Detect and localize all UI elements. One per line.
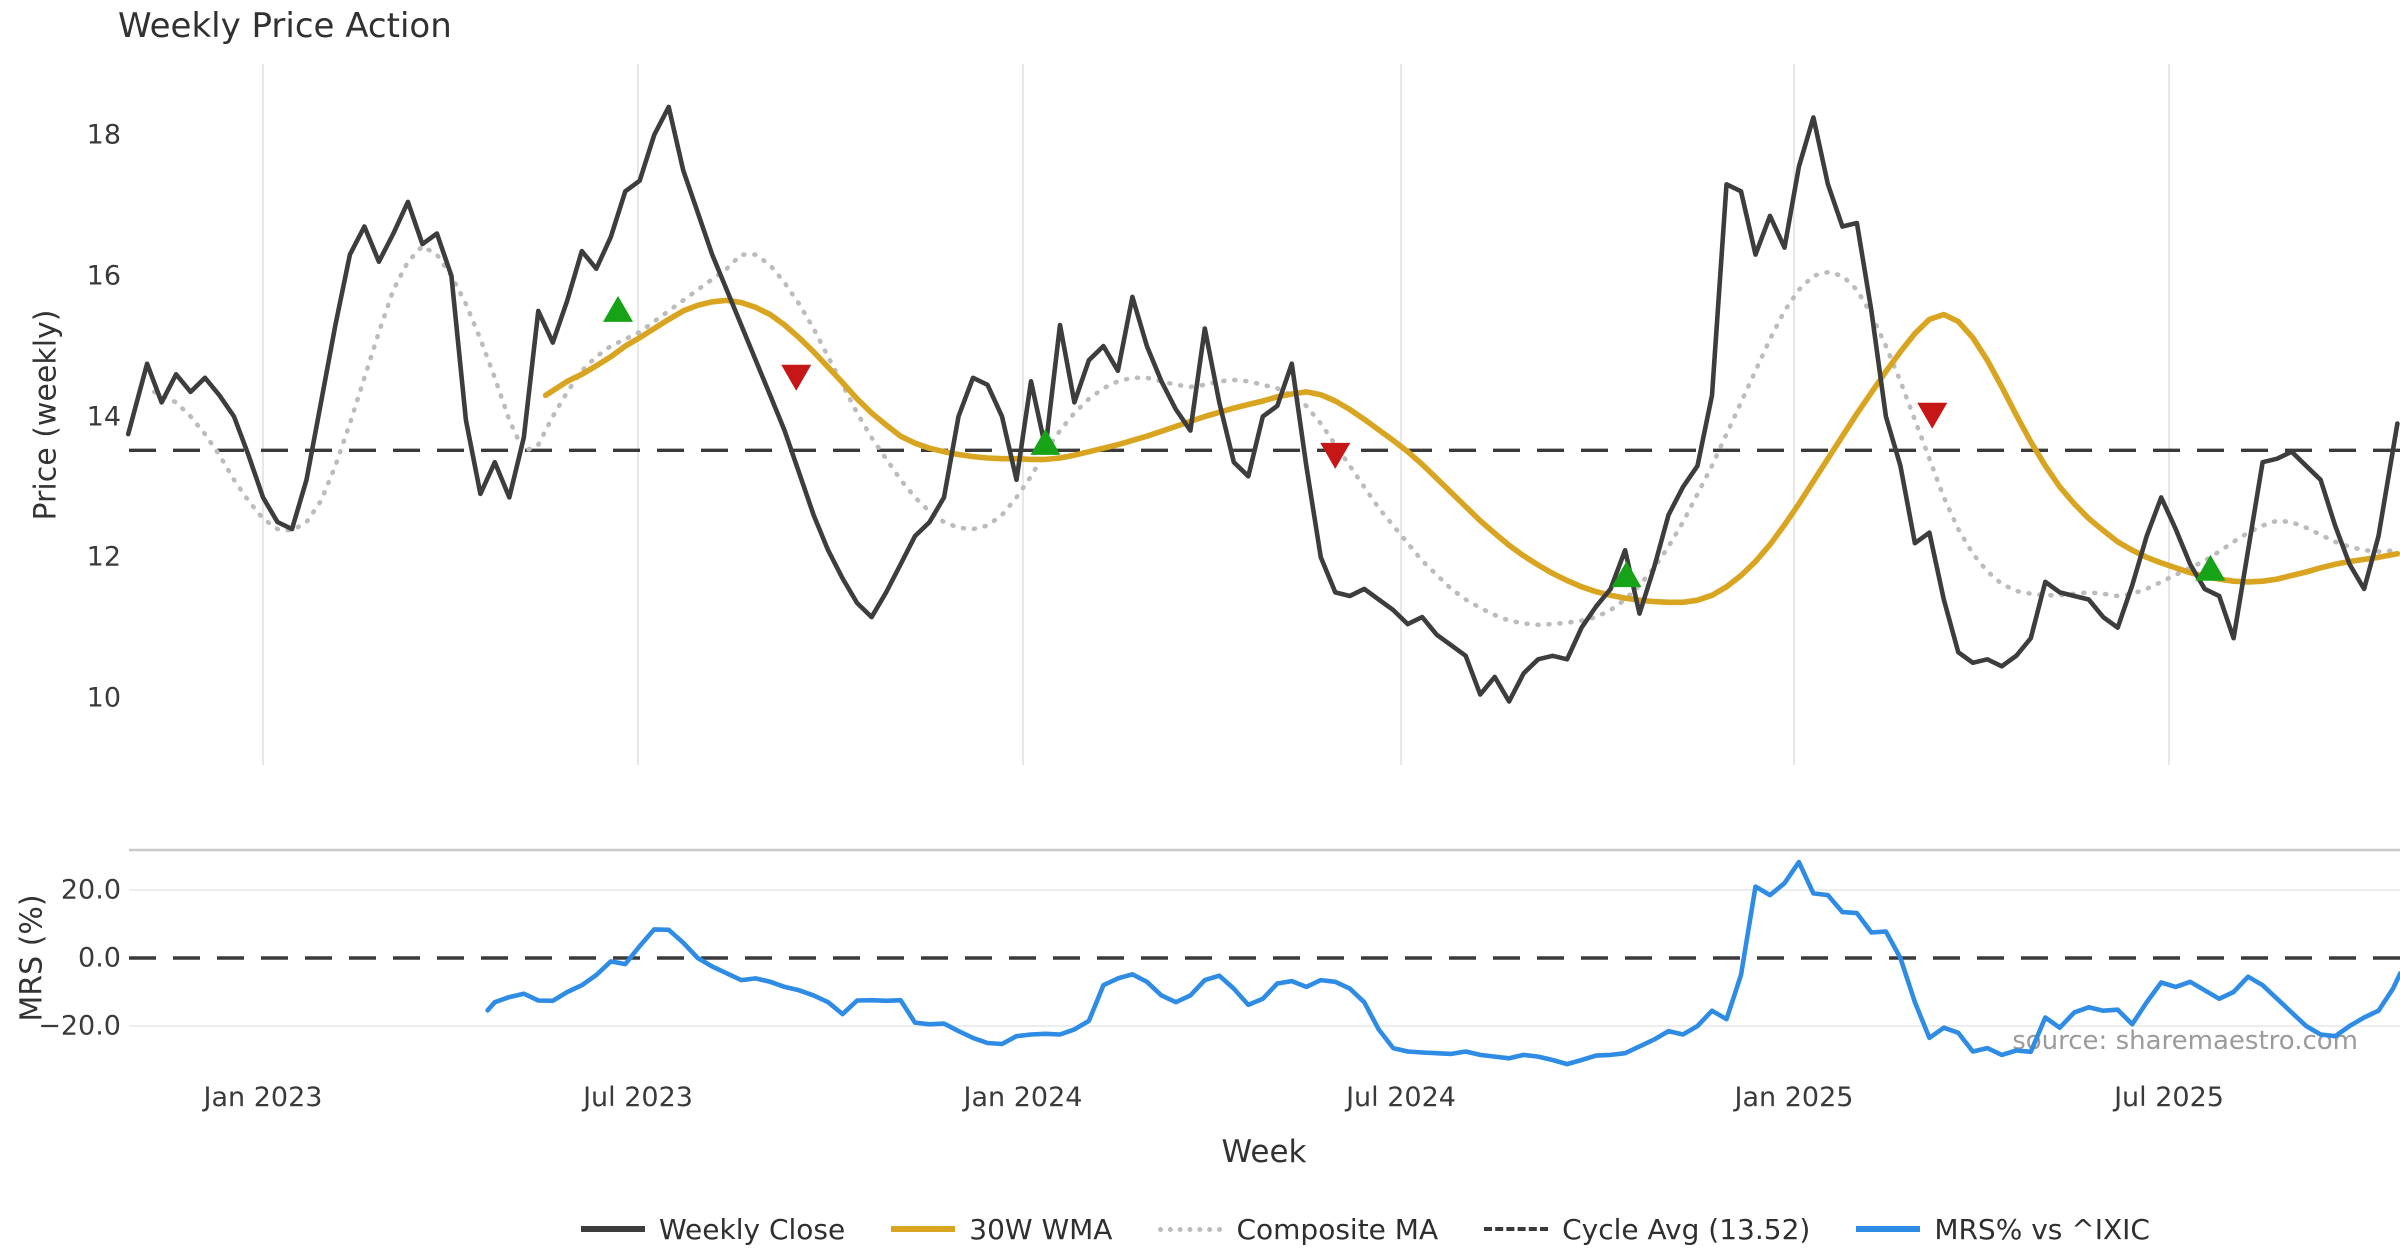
x-tick-label: Jan 2023 [203,1082,323,1113]
x-tick-label: Jan 2025 [1734,1082,1854,1113]
price-y-tick-label: 14 [86,401,121,432]
legend-item-30w-wma: 30W WMA [891,1213,1112,1246]
buy-signal-marker [2195,554,2226,581]
weekly-close-line [125,104,2400,704]
price-y-tick-label: 18 [86,119,121,151]
legend-label: MRS% vs ^IXIC [1934,1212,2150,1246]
sell-signal-marker [781,364,812,391]
composite-ma-line-swatch [1158,1226,1223,1232]
x-tick-label: Jul 2024 [1346,1082,1456,1113]
wma-30w-line [542,297,2400,606]
wma-line-swatch [891,1226,956,1232]
x-axis-label: Week [1221,1134,1307,1170]
source-attribution: source: sharemaestro.com [2012,1026,2358,1056]
price-y-tick-label: 16 [86,260,121,292]
price-y-tick-label: 12 [86,541,121,573]
legend-label: Weekly Close [659,1212,846,1246]
mrs-y-tick-label: 20.0 [60,874,121,906]
legend-item-weekly-close: Weekly Close [581,1213,845,1246]
composite-ma-line [152,243,2400,628]
mrs-axis-label: MRS (%) [14,894,50,1022]
mrs-line-swatch [1856,1226,1921,1232]
sell-signal-marker [1917,402,1948,429]
buy-signal-marker [1030,428,1061,455]
x-tick-label: Jul 2023 [583,1082,693,1113]
buy-signal-marker [1611,561,1642,588]
mrs-y-tick-label: −20.0 [38,1010,121,1042]
chart-title: Weekly Price Action [118,6,452,46]
legend-label: 30W WMA [969,1212,1113,1246]
legend-item-cycle-avg: Cycle Avg (13.52) [1484,1213,1810,1246]
sell-signal-marker [1320,442,1351,469]
chart-legend: Weekly Close 30W WMA Composite MA Cycle … [230,1203,2400,1255]
buy-signal-marker [603,295,634,322]
weekly-close-line-swatch [581,1226,645,1232]
price-axis-label: Price (weekly) [28,309,64,521]
cycle-avg-line-swatch [1484,1227,1549,1231]
x-tick-label: Jul 2025 [2114,1082,2224,1113]
legend-label: Composite MA [1236,1212,1439,1246]
legend-label: Cycle Avg (13.52) [1562,1212,1811,1246]
legend-item-composite-ma: Composite MA [1158,1213,1438,1246]
mrs-y-tick-label: 0.0 [78,942,121,974]
x-tick-label: Jan 2024 [963,1082,1083,1113]
price-y-tick-label: 10 [86,682,121,714]
legend-item-mrs: MRS% vs ^IXIC [1856,1213,2150,1246]
